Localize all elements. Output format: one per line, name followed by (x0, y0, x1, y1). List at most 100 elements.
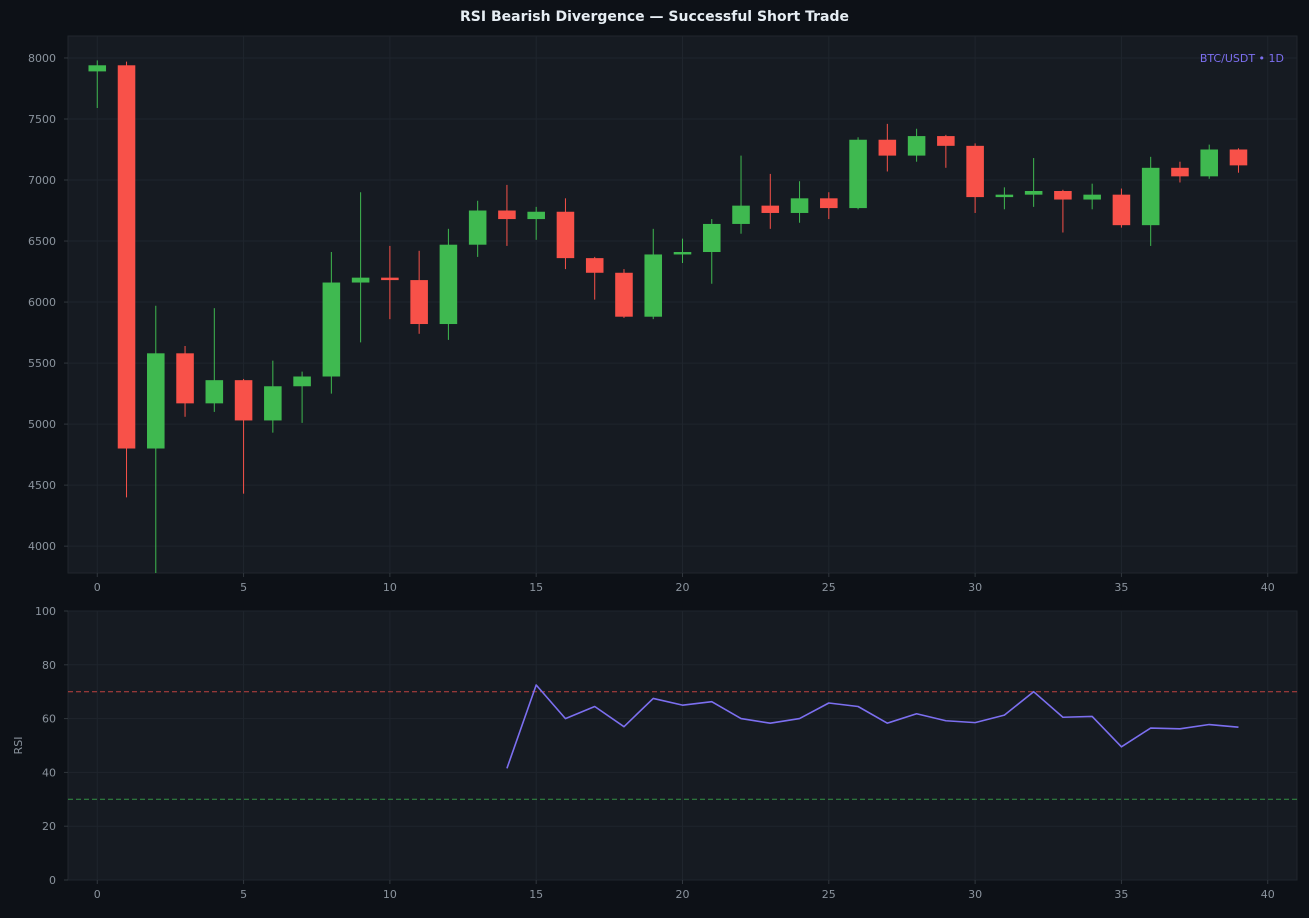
candle (410, 250, 428, 334)
candle (293, 371, 311, 423)
y-tick-label: 0 (49, 874, 56, 887)
x-tick-label: 35 (1114, 888, 1128, 901)
x-tick-label: 15 (529, 888, 543, 901)
candle-body (527, 211, 545, 220)
rsi-series (506, 684, 1239, 769)
candle (995, 187, 1014, 210)
x-tick-label: 40 (1261, 888, 1275, 901)
candle-body (820, 198, 838, 209)
candle (615, 269, 633, 318)
candle-body (264, 386, 282, 421)
candle (1024, 158, 1043, 207)
price-y-ticks: 4000 4500 5000 5500 6000 6500 7000 7500 8000 (28, 52, 68, 553)
candle-body (556, 211, 575, 259)
candle-body (1054, 190, 1072, 200)
candle (673, 238, 692, 264)
x-tick-label: 5 (240, 888, 247, 901)
candle-body (761, 205, 780, 213)
candle-body (88, 65, 107, 72)
candle (644, 228, 663, 320)
candle-body (1024, 190, 1043, 195)
candle (527, 206, 545, 240)
candle-body (498, 210, 516, 220)
candle-body (585, 258, 604, 273)
candle (264, 360, 282, 433)
x-tick-label: 30 (968, 888, 982, 901)
candle-body (615, 272, 633, 317)
y-tick-label: 40 (42, 766, 56, 779)
candle (468, 200, 487, 257)
candle (820, 192, 838, 220)
candle (585, 256, 604, 300)
y-tick-label: 100 (35, 605, 56, 618)
candle (234, 378, 253, 494)
candle (556, 198, 575, 270)
x-tick-label: 10 (383, 581, 397, 594)
candle (1054, 189, 1072, 233)
x-tick-label: 0 (94, 888, 101, 901)
candle-body (1229, 149, 1248, 166)
candle-body (1112, 194, 1131, 226)
candle (322, 252, 341, 394)
price-x-ticks: 0 5 10 15 20 25 30 35 40 (94, 573, 1275, 594)
candle (88, 60, 107, 109)
candle-body (381, 277, 399, 281)
candle (761, 173, 780, 229)
candle-body (147, 353, 165, 449)
x-tick-label: 0 (94, 581, 101, 594)
candle (1200, 144, 1218, 179)
y-tick-label: 4500 (28, 479, 56, 492)
candle (205, 308, 224, 412)
y-tick-label: 80 (42, 659, 56, 672)
x-tick-label: 5 (240, 581, 247, 594)
candle-body (410, 280, 428, 325)
rsi-grid (68, 610, 1297, 881)
candle-body (322, 282, 341, 377)
price-candles (88, 60, 1248, 573)
candle (1141, 156, 1160, 246)
y-tick-label: 5000 (28, 418, 56, 431)
rsi-panel: 0 20 40 60 80 100 0 5 10 15 20 25 30 35 40 RSI (12, 605, 1298, 901)
candle (702, 219, 721, 284)
candle-body (732, 205, 750, 224)
candle (439, 228, 458, 340)
price-panel: 4000 4500 5000 5500 6000 6500 7000 7500 8000 0 5 1… (28, 35, 1298, 594)
candle-body (937, 136, 955, 146)
x-tick-label: 25 (822, 888, 836, 901)
x-tick-label: 20 (676, 581, 690, 594)
x-tick-label: 40 (1261, 581, 1275, 594)
candle (147, 305, 165, 573)
candle-body (849, 139, 867, 209)
y-tick-label: 4000 (28, 540, 56, 553)
x-tick-label: 10 (383, 888, 397, 901)
candle-body (351, 277, 370, 283)
y-tick-label: 6500 (28, 235, 56, 248)
candle (176, 345, 194, 417)
candle-body (1083, 194, 1101, 200)
candle (907, 128, 926, 162)
candle-body (790, 198, 809, 213)
y-tick-label: 60 (42, 713, 56, 726)
pair-annotation: BTC/USDT • 1D (1200, 52, 1284, 65)
x-tick-label: 25 (822, 581, 836, 594)
candle (878, 123, 897, 172)
candle-body (117, 65, 136, 449)
x-tick-label: 15 (529, 581, 543, 594)
x-tick-label: 35 (1114, 581, 1128, 594)
candle-body (1200, 149, 1218, 177)
candle-body (176, 353, 194, 404)
candle-body (205, 380, 224, 404)
candle (351, 192, 370, 343)
y-tick-label: 7500 (28, 113, 56, 126)
rsi-line (506, 684, 1239, 769)
candle (1083, 183, 1101, 210)
candle (1112, 188, 1131, 228)
candle (1171, 161, 1189, 183)
rsi-x-ticks: 0 5 10 15 20 25 30 35 40 (94, 880, 1275, 901)
candle (498, 184, 516, 246)
candle (966, 143, 984, 213)
x-tick-label: 20 (676, 888, 690, 901)
rsi-reference-lines (68, 691, 1297, 800)
